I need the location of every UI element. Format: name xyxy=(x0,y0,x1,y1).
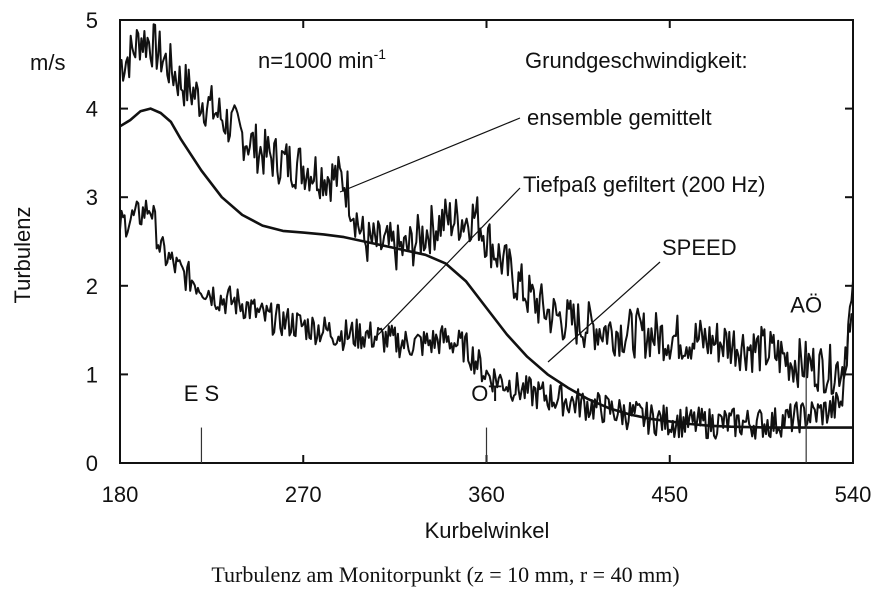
rpm-annotation: n=1000 min-1 xyxy=(258,46,386,73)
series-layer xyxy=(119,23,854,440)
series-line-ensemble xyxy=(119,23,854,395)
y-tick-label-0: 0 xyxy=(86,451,98,476)
x-tick-label-450: 450 xyxy=(651,482,688,507)
ensemble-leader-line xyxy=(339,117,521,193)
speed-leader-line xyxy=(547,261,661,363)
x-tick-label-270: 270 xyxy=(285,482,322,507)
marker-label-0: E S xyxy=(184,381,219,406)
speed-annotation: SPEED xyxy=(662,235,737,260)
ensemble-annotation: ensemble gemittelt xyxy=(527,105,712,130)
x-tick-label-360: 360 xyxy=(468,482,505,507)
rpm-annotation-exponent: -1 xyxy=(374,46,387,62)
axis-ticks: 180 270 360 450 540 0 1 2 3 4 5 xyxy=(86,8,872,507)
x-tick-label-540: 540 xyxy=(835,482,872,507)
y-axis-label: Turbulenz xyxy=(10,206,35,303)
rpm-annotation-text: n=1000 min xyxy=(258,48,374,73)
heading-annotation: Grundgeschwindigkeit: xyxy=(525,48,748,73)
figure-caption: Turbulenz am Monitorpunkt (z = 10 mm, r … xyxy=(211,562,680,587)
series-line-lowpass xyxy=(119,199,854,440)
lowpass-annotation: Tiefpaß gefiltert (200 Hz) xyxy=(523,172,766,197)
y-tick-label-1: 1 xyxy=(86,362,98,387)
y-tick-label-4: 4 xyxy=(86,97,98,122)
x-axis-label: Kurbelwinkel xyxy=(425,518,550,543)
turbulence-chart: 180 270 360 450 540 0 1 2 3 4 5 E S OT AÖ m/s Turbul… xyxy=(10,8,872,543)
marker-label-1: OT xyxy=(471,381,502,406)
x-tick-label-180: 180 xyxy=(102,482,139,507)
lowpass-leader-line xyxy=(374,187,521,339)
marker-layer: E S OT AÖ xyxy=(184,292,822,463)
y-tick-label-5: 5 xyxy=(86,8,98,33)
y-unit-label: m/s xyxy=(30,50,65,75)
y-tick-label-3: 3 xyxy=(86,185,98,210)
series-line-speed xyxy=(119,107,853,429)
y-tick-label-2: 2 xyxy=(86,274,98,299)
marker-label-2: AÖ xyxy=(790,292,822,317)
